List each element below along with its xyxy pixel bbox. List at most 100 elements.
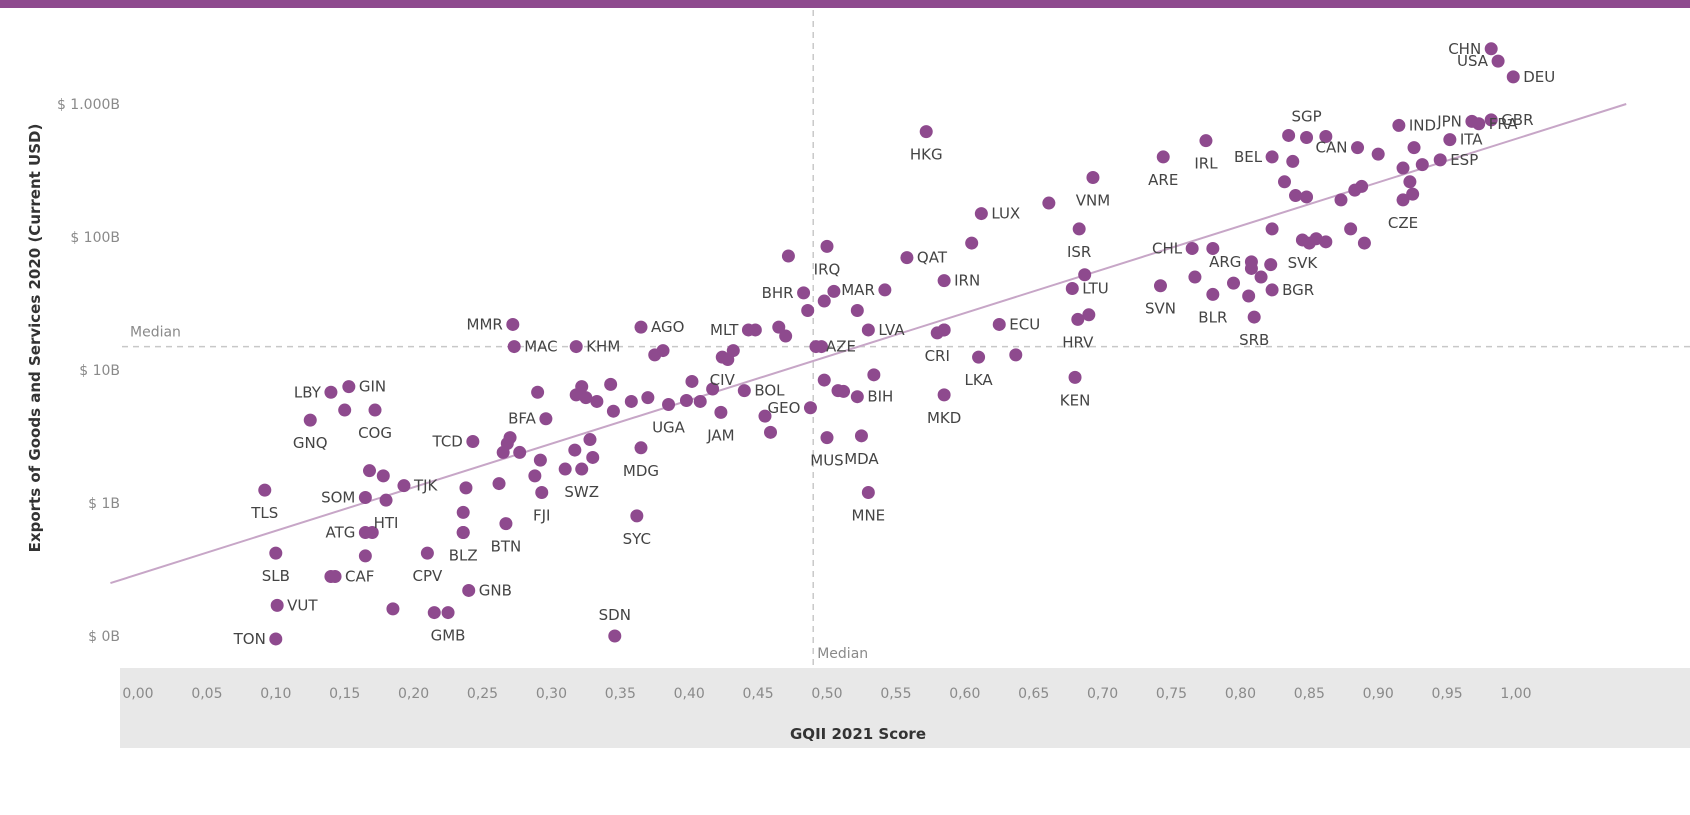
data-point: [706, 382, 720, 396]
data-point-sgp: [1300, 130, 1314, 144]
data-point-chl: [1185, 241, 1199, 255]
point-label-deu: DEU: [1523, 68, 1555, 86]
data-point-ton: [269, 632, 283, 646]
data-point: [1286, 154, 1300, 168]
data-point-qat: [900, 251, 914, 265]
data-point: [1355, 179, 1369, 193]
data-point-ind: [1392, 118, 1406, 132]
point-label-are: ARE: [1148, 171, 1178, 189]
data-point: [801, 304, 815, 318]
point-label-fji: FJI: [533, 506, 550, 524]
point-label-irq: IRQ: [814, 260, 841, 278]
data-point-mar: [878, 283, 892, 297]
data-point: [758, 409, 772, 423]
x-tick-label: 0,85: [1294, 686, 1325, 702]
data-point-jam: [714, 405, 728, 419]
data-point: [606, 404, 620, 418]
data-point: [1264, 258, 1278, 272]
data-point: [358, 549, 372, 563]
data-point-tjk: [397, 479, 411, 493]
data-point-civ: [715, 350, 729, 364]
data-point: [779, 329, 793, 343]
data-point: [568, 443, 582, 457]
data-point: [363, 464, 377, 478]
data-point-ago: [634, 320, 648, 334]
point-label-ind: IND: [1409, 116, 1436, 134]
point-label-mmr: MMR: [467, 315, 503, 333]
data-point: [1344, 222, 1358, 236]
data-point: [1265, 222, 1279, 236]
data-point-ken: [1068, 370, 1082, 384]
data-point: [1406, 187, 1420, 201]
data-point: [558, 462, 572, 476]
data-point-uga: [662, 398, 676, 412]
data-point: [604, 377, 618, 391]
data-point-can: [1351, 141, 1365, 155]
data-point: [965, 236, 979, 250]
data-point-bhr: [797, 286, 811, 300]
data-point: [575, 380, 589, 394]
point-label-uga: UGA: [652, 419, 686, 437]
data-point-cpv: [420, 546, 434, 560]
point-label-mus: MUS: [810, 452, 843, 470]
median-x-label: Median: [817, 646, 868, 662]
data-point: [338, 403, 352, 417]
point-label-gmb: GMB: [431, 627, 466, 645]
data-point-vut: [270, 598, 284, 612]
point-label-lux: LUX: [991, 205, 1020, 223]
data-point: [781, 249, 795, 263]
y-tick-label: $ 1B: [88, 496, 120, 512]
point-label-srb: SRB: [1239, 331, 1269, 349]
x-axis-title: GQII 2021 Score: [790, 725, 926, 743]
data-point: [586, 450, 600, 464]
x-tick-label: 0,65: [1018, 686, 1049, 702]
point-label-civ: CIV: [710, 371, 736, 389]
data-point-gnq: [303, 413, 317, 427]
data-point-swz: [575, 462, 589, 476]
point-label-cpv: CPV: [412, 567, 443, 585]
data-point: [1371, 147, 1385, 161]
x-tick-label: 1,00: [1500, 686, 1531, 702]
x-tick-label: 0,10: [260, 686, 291, 702]
point-label-svk: SVK: [1288, 254, 1319, 272]
data-point-lka: [972, 350, 986, 364]
data-point-tcd: [466, 435, 480, 449]
data-point: [533, 453, 547, 467]
point-label-can: CAN: [1316, 139, 1348, 157]
point-label-btn: BTN: [491, 538, 522, 556]
x-tick-label: 0,70: [1087, 686, 1118, 702]
point-label-bhr: BHR: [762, 284, 794, 302]
point-label-mkd: MKD: [927, 409, 961, 427]
x-tick-label: 0,25: [467, 686, 498, 702]
point-label-cri: CRI: [925, 347, 950, 365]
data-point-svn: [1153, 279, 1167, 293]
point-label-lby: LBY: [294, 383, 322, 401]
data-point: [817, 294, 831, 308]
data-point: [1206, 241, 1220, 255]
point-label-mac: MAC: [524, 338, 557, 356]
x-tick-label: 0,00: [122, 686, 153, 702]
data-point: [817, 373, 831, 387]
x-tick-label: 0,60: [949, 686, 980, 702]
x-tick-label: 0,50: [811, 686, 842, 702]
x-tick-label: 0,15: [329, 686, 360, 702]
point-label-sdn: SDN: [599, 606, 631, 624]
data-point-bel: [1265, 150, 1279, 164]
point-label-qat: QAT: [917, 249, 948, 267]
x-tick-label: 0,95: [1432, 686, 1463, 702]
y-tick-label: $ 0B: [88, 629, 120, 645]
data-point: [1357, 236, 1371, 250]
point-label-cze: CZE: [1388, 214, 1418, 232]
data-point-mdg: [634, 441, 648, 455]
y-tick-label: $ 10B: [79, 363, 120, 379]
point-label-bol: BOL: [754, 382, 785, 400]
point-label-hkg: HKG: [910, 146, 943, 164]
data-point-usa: [1491, 54, 1505, 68]
data-point-blr: [1206, 287, 1220, 301]
data-point-fra: [1472, 117, 1486, 131]
point-label-khm: KHM: [586, 338, 620, 356]
point-label-caf: CAF: [345, 568, 374, 586]
point-label-arg: ARG: [1209, 253, 1241, 271]
